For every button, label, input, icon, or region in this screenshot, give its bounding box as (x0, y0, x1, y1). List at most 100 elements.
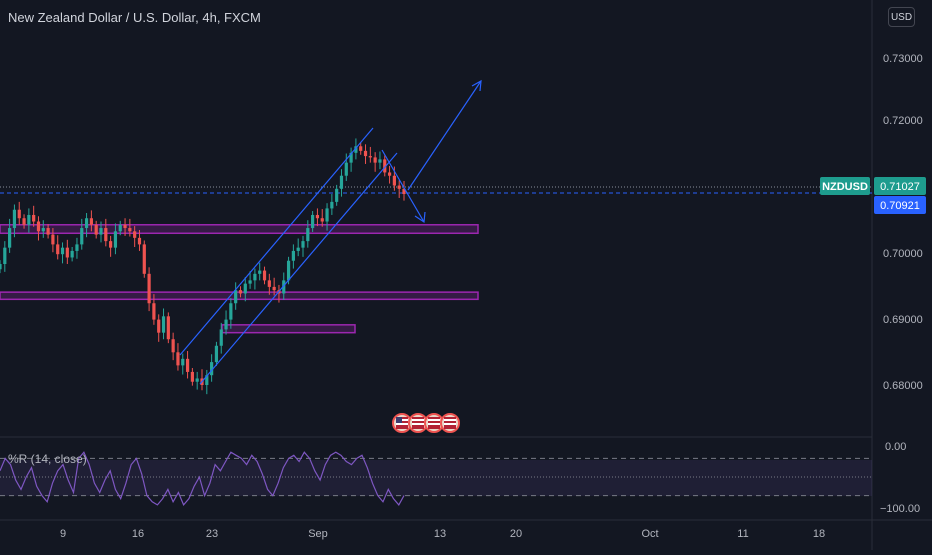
indicator-label: %R (14, close) (8, 452, 87, 466)
candle-body (118, 224, 122, 232)
candle-body (94, 224, 98, 235)
candle-body (36, 221, 41, 232)
candle-body (176, 352, 180, 366)
time-tick: 11 (737, 528, 748, 540)
candle-body (195, 378, 199, 382)
candle-body (243, 283, 247, 294)
candle-body (296, 247, 300, 251)
candle-body (262, 270, 267, 281)
candle-body (157, 319, 161, 333)
current-price-tag: 0.70921 (880, 200, 920, 212)
candle-body (238, 290, 243, 294)
current-price-tag-bg (874, 196, 926, 214)
candle-body (161, 316, 166, 333)
candle-body (147, 273, 151, 304)
symbol-tag: NZDUSD (822, 181, 868, 193)
candle-body (51, 234, 55, 245)
currency-button[interactable]: USD (888, 7, 915, 27)
candle-body (311, 214, 315, 229)
candle-body (373, 157, 377, 163)
candle-body (46, 228, 50, 235)
candle-body (306, 228, 310, 242)
projection-up-arrow[interactable] (407, 80, 482, 191)
candle-body (248, 280, 252, 284)
chart-title: New Zealand Dollar / U.S. Dollar, 4h, FX… (8, 10, 261, 25)
candle-body (320, 218, 324, 222)
price-tags: NZDUSD 0.71027 0.70921 (820, 177, 926, 214)
zone-rect[interactable] (221, 324, 356, 334)
candle-body (402, 188, 406, 195)
candle-body (349, 152, 353, 163)
indicator-tick-bottom: −100.00 (880, 503, 920, 515)
candle-body (142, 244, 146, 274)
candle-body (214, 345, 219, 363)
candle-body (286, 260, 291, 281)
candle-body (70, 250, 74, 258)
candle-body (12, 209, 17, 229)
candle-body (3, 247, 7, 265)
candle-body (253, 273, 257, 281)
us-flag-icon[interactable] (440, 413, 460, 433)
candle-body (315, 214, 320, 219)
candle-body (205, 375, 209, 385)
candle-body (387, 172, 392, 176)
candle-body (133, 231, 137, 238)
candle-body (354, 146, 358, 153)
price-axis: 0.73000 0.72000 0.70000 0.69000 0.68000 (883, 53, 923, 392)
price-tick: 0.68000 (883, 380, 923, 392)
candle-body (344, 162, 348, 176)
candle-body (363, 150, 368, 157)
support-resistance-zones[interactable] (0, 224, 479, 334)
time-tick: 18 (813, 528, 825, 540)
candle-body (229, 303, 233, 320)
price-tick: 0.72000 (883, 115, 923, 127)
economic-events[interactable] (392, 413, 460, 433)
time-tick: 16 (132, 528, 144, 540)
time-tick: Sep (308, 528, 328, 540)
candle-body (65, 247, 69, 258)
channel-upper-line[interactable] (179, 127, 374, 356)
candle-body (185, 358, 190, 372)
candle-body (109, 241, 113, 248)
candle-body (128, 228, 132, 232)
zone-rect[interactable] (0, 224, 479, 235)
us-flag-icon[interactable] (424, 413, 444, 433)
candle-body (224, 319, 228, 330)
candle-body (301, 241, 305, 248)
candlestick-series (0, 138, 406, 395)
candle-body (267, 280, 271, 287)
candle-body (171, 339, 175, 353)
candle-body (181, 358, 185, 366)
candle-body (397, 185, 401, 189)
time-axis: 9 16 23 Sep 13 20 Oct 11 18 (60, 528, 825, 540)
projection-down-arrow[interactable] (381, 149, 425, 223)
candle-body (210, 362, 214, 376)
candle-body (22, 218, 26, 225)
candle-body (339, 175, 344, 189)
time-tick: 9 (60, 528, 66, 540)
williams-r-line (0, 451, 405, 507)
us-flag-icon[interactable] (392, 413, 412, 433)
arrow-head-icon (414, 211, 426, 224)
price-tick: 0.73000 (883, 53, 923, 65)
candle-body (378, 159, 382, 163)
time-tick: 20 (510, 528, 522, 540)
candle-body (8, 228, 12, 248)
price-tick: 0.70000 (883, 248, 923, 260)
arrow-head-icon (471, 79, 482, 92)
candle-body (27, 214, 31, 225)
candle-body (325, 208, 329, 222)
indicator-levels (0, 457, 872, 497)
channel-lower-line[interactable] (199, 152, 398, 385)
trend-channel[interactable] (179, 79, 482, 385)
candle-body (75, 244, 79, 251)
last-price-tag: 0.71027 (880, 181, 920, 193)
candle-body (152, 303, 156, 320)
candle-body (89, 218, 93, 225)
indicator-tick-top: 0.00 (885, 441, 906, 453)
candle-body (368, 156, 372, 158)
candle-body (335, 188, 339, 202)
candle-body (219, 329, 223, 346)
